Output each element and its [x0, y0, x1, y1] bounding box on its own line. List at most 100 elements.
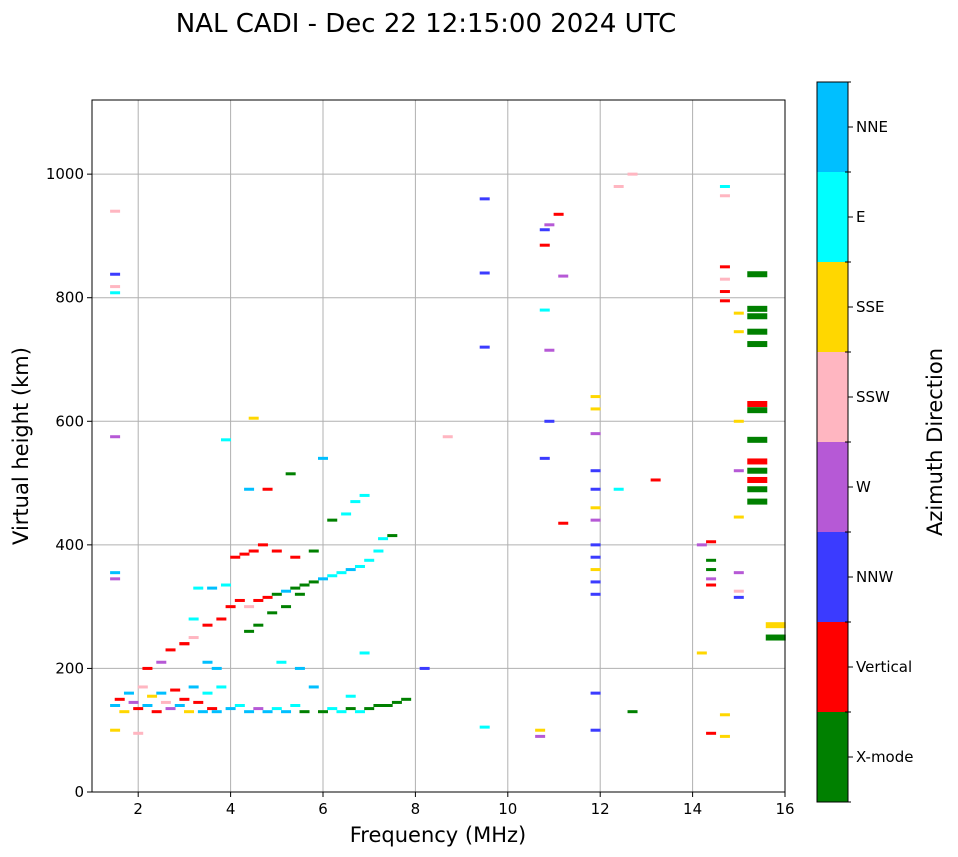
- echo-point: [719, 194, 730, 198]
- echo-point: [318, 577, 328, 581]
- echo-point: [359, 651, 370, 655]
- echo-point: [382, 704, 393, 707]
- echo-point: [590, 518, 601, 522]
- colorbar-category-label: W: [856, 478, 871, 496]
- echo-point: [193, 700, 204, 704]
- echo-point: [207, 586, 218, 590]
- echo-point: [253, 623, 264, 627]
- echo-point: [719, 299, 730, 303]
- echo-point: [211, 666, 222, 670]
- echo-point: [110, 704, 121, 707]
- echo-point: [160, 700, 171, 704]
- echo-point: [327, 707, 338, 711]
- echo-point: [627, 172, 638, 176]
- echo-point: [373, 704, 384, 707]
- echo-point: [188, 636, 199, 640]
- echo-point: [539, 308, 550, 312]
- echo-point: [747, 313, 768, 320]
- echo-point: [364, 707, 375, 711]
- echo-point: [391, 700, 402, 704]
- echo-point: [119, 710, 130, 714]
- echo-point: [225, 707, 236, 711]
- echo-point: [110, 571, 121, 575]
- echo-point: [539, 456, 550, 460]
- echo-point: [590, 432, 601, 436]
- echo-point: [747, 486, 768, 493]
- echo-point: [419, 666, 430, 670]
- echo-point: [174, 704, 185, 707]
- echo-point: [553, 212, 564, 216]
- echo-point: [253, 707, 264, 711]
- y-tick-label: 0: [74, 783, 84, 801]
- echo-point: [387, 534, 398, 538]
- echo-point: [442, 435, 453, 439]
- echo-point: [747, 328, 768, 335]
- echo-point: [765, 634, 786, 641]
- colorbar-category-label: SSW: [856, 388, 890, 406]
- echo-point: [401, 697, 412, 701]
- echo-point: [142, 704, 153, 707]
- echo-point: [294, 666, 305, 670]
- echo-point: [257, 543, 268, 547]
- echo-point: [308, 580, 319, 584]
- echo-point: [590, 543, 601, 547]
- echo-point: [747, 305, 768, 312]
- echo-point: [747, 407, 768, 414]
- colorbar-segment: [817, 442, 848, 532]
- echo-point: [719, 185, 730, 188]
- x-tick-label: 2: [133, 800, 143, 818]
- colorbar-category-label: X-mode: [856, 748, 913, 766]
- echo-point: [234, 704, 245, 707]
- echo-point: [354, 710, 365, 714]
- echo-point: [188, 685, 199, 689]
- echo-point: [262, 487, 273, 491]
- echo-point: [327, 518, 338, 522]
- echo-point: [276, 660, 287, 664]
- echo-point: [479, 271, 490, 275]
- colorbar-segment: [817, 262, 848, 352]
- colorbar-frame: [816, 81, 849, 803]
- echo-point: [373, 549, 384, 553]
- echo-point: [706, 583, 717, 587]
- echo-point: [179, 697, 190, 701]
- x-tick-label: 10: [498, 800, 517, 818]
- echo-point: [733, 571, 744, 575]
- echo-point: [733, 330, 744, 334]
- echo-point: [765, 622, 786, 629]
- echo-point: [747, 476, 768, 483]
- echo-point: [211, 710, 222, 714]
- x-tick-label: 14: [683, 800, 702, 818]
- echo-point: [188, 617, 199, 621]
- colorbar-category-label: SSE: [856, 298, 885, 316]
- echo-point: [262, 710, 273, 714]
- echo-point: [202, 691, 213, 695]
- echo-point: [202, 623, 213, 627]
- echo-point: [318, 456, 328, 460]
- echo-point: [290, 555, 301, 559]
- echo-point: [110, 435, 121, 439]
- colorbar-category-label: E: [856, 208, 865, 226]
- colorbar-segment: [817, 82, 848, 172]
- echo-point: [613, 487, 624, 491]
- echo-point: [253, 598, 264, 602]
- echo-point: [733, 589, 744, 593]
- echo-point: [558, 274, 569, 278]
- colorbar-segment: [817, 172, 848, 262]
- echo-point: [128, 700, 139, 704]
- echo-point: [318, 710, 328, 714]
- echo-point: [308, 685, 319, 689]
- echo-point: [733, 419, 744, 423]
- echo-point: [350, 500, 361, 504]
- echo-point: [281, 589, 292, 593]
- echo-point: [220, 583, 231, 587]
- echo-point: [359, 493, 370, 497]
- echo-point: [719, 713, 730, 717]
- echo-point: [479, 345, 490, 349]
- echo-point: [165, 648, 176, 652]
- echo-point: [706, 558, 717, 562]
- y-tick-label: 200: [55, 659, 84, 677]
- echo-point: [151, 710, 162, 714]
- echo-point: [590, 506, 601, 510]
- colorbar-segment: [817, 532, 848, 622]
- echo-point: [244, 487, 255, 491]
